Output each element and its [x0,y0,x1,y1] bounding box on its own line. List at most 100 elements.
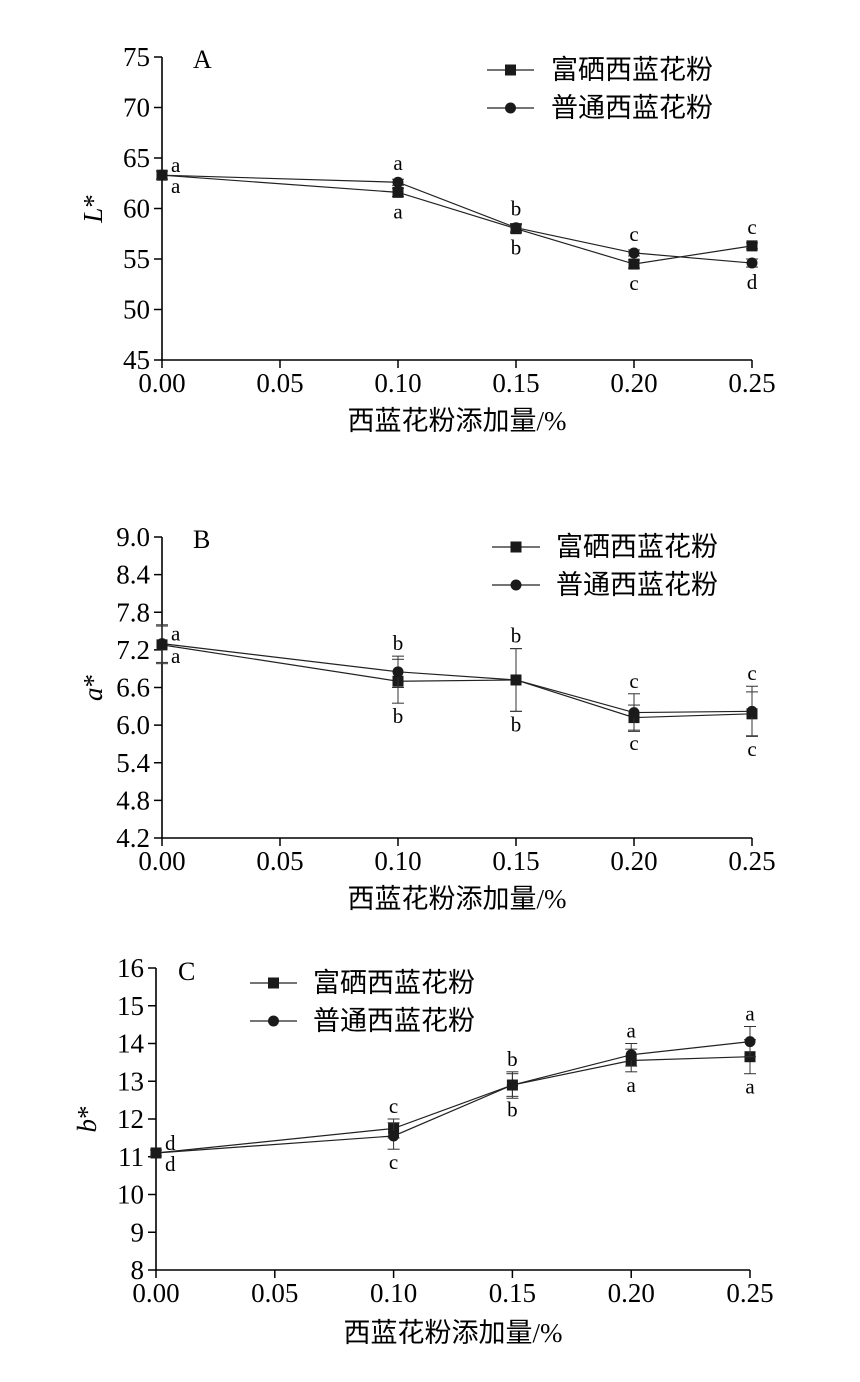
significance-letter: a [627,1073,637,1097]
y-tick-label: 60 [123,194,150,224]
series-ordinary: a b b c c [156,622,758,737]
y-tick-label: 8.4 [116,560,150,590]
series-line [161,644,753,719]
significance-letter: b [507,1047,518,1071]
legend-label: 普通西蓝花粉 [313,1006,475,1036]
y-axis-title-suffix: * [72,1106,102,1120]
y-axis-title: a* [78,674,108,701]
y-tick-label: 8 [131,1255,145,1285]
series-line [161,174,753,264]
y-tick-label: 4.2 [116,823,150,853]
panel-label: C [178,957,195,986]
y-tick-label: 55 [123,244,150,274]
legend-marker-square [505,64,516,76]
significance-letter: c [629,271,638,295]
y-axis-title-letter: a [78,688,108,702]
significance-letter: c [629,222,638,246]
y-tick-label: 65 [123,143,150,173]
y-tick-label: 14 [117,1029,145,1059]
series-line [155,1056,751,1154]
panel-label: A [193,45,212,74]
x-tick-label: 0.20 [610,846,657,876]
y-tick-label: 9.0 [116,522,150,552]
y-tick-label: 50 [123,295,150,325]
x-tick-label: 0.10 [370,1278,417,1308]
data-point-circle [156,169,168,181]
legend-marker-square [510,541,522,553]
y-tick-label: 7.8 [116,597,150,627]
significance-letter: b [507,1097,518,1121]
legend-marker-circle [268,1015,279,1027]
significance-letter: c [747,661,756,685]
x-tick-label: 0.15 [489,1278,536,1308]
y-tick-label: 13 [117,1066,144,1096]
significance-letter: b [511,624,522,648]
data-point-circle [392,666,404,678]
y-axis-title-letter: b [72,1119,102,1133]
y-axis-title-letter: L [78,208,108,224]
data-point-circle [506,1079,518,1091]
y-tick-label: 6.0 [116,710,150,740]
significance-letter: c [629,731,638,755]
x-tick-label: 0.15 [492,368,539,398]
y-tick-label: 4.8 [116,785,150,815]
series-line [155,1041,751,1154]
x-tick-label: 0.00 [132,1278,179,1308]
significance-letter: a [745,1002,755,1026]
data-point-circle [156,638,168,650]
data-point-circle [746,257,758,269]
data-point-circle [510,674,522,686]
y-axis-title-suffix: * [78,674,108,688]
data-point-circle [744,1036,756,1048]
significance-letter: b [393,631,404,655]
significance-letter: c [629,669,638,693]
legend-marker-circle [505,102,516,114]
x-tick-label: 0.25 [728,368,775,398]
y-tick-label: 70 [123,93,150,123]
chart-panel-C: 8 9 10 11 12 13 14 15 16 0.00 0.05 0.10 0.15 0.20 0.25… [72,953,774,1348]
y-axis-title: b* [72,1106,102,1133]
significance-letter: a [393,199,403,223]
x-tick-label: 0.10 [374,368,421,398]
significance-letter: b [393,704,404,728]
x-tick-label: 0.20 [608,1278,655,1308]
y-tick-label: 6.6 [116,673,150,703]
panel-label: B [193,525,210,554]
data-point-circle [510,222,522,234]
series-line [161,174,753,265]
y-tick-label: 11 [118,1142,144,1172]
significance-letter: a [171,174,181,198]
chart-panel-A: 45 50 55 60 65 70 75 0.00 0.05 0.10 0.15 0.20 0.25 西蓝… [78,42,776,436]
data-point-circle [392,176,404,188]
series-ordinary: d c b a a [150,1002,756,1174]
data-point-square [746,240,758,252]
data-point-square [392,186,404,198]
legend-label: 富硒西蓝花粉 [556,532,718,562]
series-line [161,643,753,714]
data-point-square [628,258,640,270]
series-selenium-rich: a b b c c [156,625,758,761]
significance-letter: a [627,1019,637,1043]
y-tick-label: 45 [123,345,150,375]
legend-marker-circle [510,579,522,591]
significance-letter: a [171,153,181,177]
x-tick-label: 0.05 [251,1278,298,1308]
significance-letter: d [165,1152,176,1176]
x-tick-label: 0.10 [374,846,421,876]
y-tick-label: 7.2 [116,635,150,665]
data-point-circle [628,247,640,259]
y-tick-label: 12 [117,1104,144,1134]
x-axis-title: 西蓝花粉添加量/% [348,884,567,914]
x-tick-label: 0.25 [728,846,775,876]
x-tick-label: 0.20 [610,368,657,398]
legend-label: 普通西蓝花粉 [556,570,718,600]
x-tick-label: 0.15 [492,846,539,876]
x-tick-label: 0.05 [256,846,303,876]
legend-label: 富硒西蓝花粉 [313,968,475,998]
data-point-circle [625,1049,637,1061]
